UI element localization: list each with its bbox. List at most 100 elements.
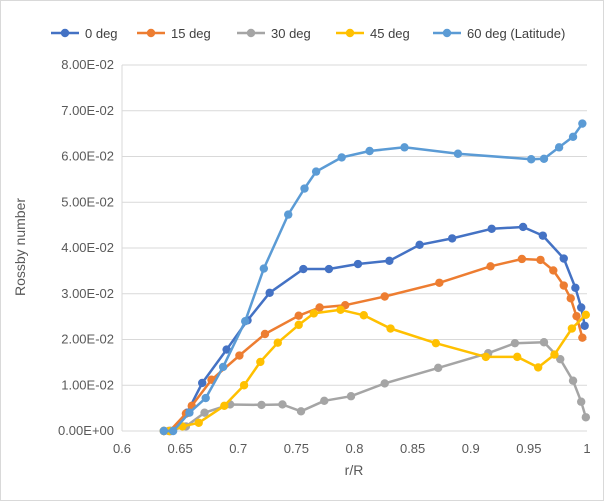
data-point bbox=[576, 397, 586, 406]
y-tick-label: 7.00E-02 bbox=[61, 103, 114, 118]
y-axis-title: Rossby number bbox=[12, 198, 28, 296]
x-tick-label: 0.75 bbox=[284, 441, 309, 456]
y-tick-label: 3.00E-02 bbox=[61, 286, 114, 301]
legend-marker bbox=[442, 28, 452, 38]
x-tick-label: 0.85 bbox=[400, 441, 425, 456]
legend-label: 60 deg (Latitude) bbox=[467, 26, 565, 41]
data-point bbox=[549, 266, 558, 275]
legend-label: 45 deg bbox=[370, 26, 410, 41]
data-point bbox=[571, 283, 580, 293]
data-point bbox=[222, 345, 231, 354]
data-point bbox=[554, 143, 564, 152]
data-point bbox=[434, 363, 443, 373]
y-axis-ticks: 0.00E+00 1.00E-02 2.00E-02 3.00E-02 4.00E-02… bbox=[58, 57, 114, 438]
data-point bbox=[568, 376, 578, 385]
x-tick-label: 1 bbox=[583, 441, 590, 456]
data-point bbox=[296, 407, 306, 416]
data-point bbox=[239, 381, 249, 390]
data-point bbox=[337, 153, 346, 162]
data-point bbox=[353, 259, 363, 269]
data-point bbox=[536, 255, 545, 265]
data-point bbox=[294, 320, 303, 330]
series-line bbox=[163, 340, 587, 433]
y-tick-label: 5.00E-02 bbox=[61, 194, 114, 209]
data-point bbox=[527, 155, 536, 164]
data-point bbox=[581, 310, 591, 319]
data-point bbox=[559, 281, 568, 290]
data-point bbox=[580, 321, 589, 330]
data-point bbox=[220, 401, 229, 411]
data-point bbox=[380, 292, 389, 301]
data-point bbox=[510, 338, 520, 348]
data-point bbox=[431, 338, 441, 348]
x-tick-label: 0.65 bbox=[167, 441, 192, 456]
x-axis-ticks: 0.6 0.65 0.7 0.75 0.8 0.85 0.9 0.95 1 bbox=[113, 441, 591, 456]
x-axis-title: r/R bbox=[345, 462, 364, 478]
data-point bbox=[315, 303, 324, 312]
legend-entry: 0 deg bbox=[51, 26, 118, 41]
data-point bbox=[320, 396, 329, 406]
data-point bbox=[265, 288, 274, 298]
legend-marker bbox=[146, 28, 156, 38]
data-point bbox=[487, 224, 496, 233]
data-point bbox=[568, 132, 578, 142]
y-tick-label: 1.00E-02 bbox=[61, 377, 114, 392]
data-point bbox=[556, 354, 565, 364]
data-point bbox=[273, 338, 282, 347]
data-point bbox=[159, 426, 169, 436]
data-point bbox=[256, 357, 265, 367]
data-point bbox=[513, 352, 522, 362]
data-point bbox=[346, 392, 356, 401]
data-point bbox=[481, 352, 491, 362]
data-point bbox=[324, 264, 334, 274]
legend-marker bbox=[345, 28, 355, 38]
legend-label: 0 deg bbox=[85, 26, 118, 41]
y-tick-label: 2.00E-02 bbox=[61, 332, 114, 347]
data-point bbox=[299, 264, 308, 274]
legend-entry: 60 deg (Latitude) bbox=[433, 26, 565, 41]
data-point bbox=[576, 303, 586, 312]
x-tick-label: 0.95 bbox=[516, 441, 541, 456]
data-point bbox=[241, 317, 250, 326]
data-point bbox=[486, 262, 495, 271]
data-point bbox=[359, 311, 368, 320]
data-point bbox=[257, 400, 266, 410]
y-tick-label: 4.00E-02 bbox=[61, 240, 114, 255]
legend-label: 15 deg bbox=[171, 26, 211, 41]
data-point bbox=[365, 146, 374, 156]
data-point bbox=[578, 119, 587, 128]
data-point bbox=[581, 413, 591, 422]
data-point bbox=[517, 254, 527, 264]
gridlines bbox=[121, 64, 587, 432]
legend-entry: 15 deg bbox=[137, 26, 211, 41]
legend-entry: 30 deg bbox=[237, 26, 311, 41]
data-point bbox=[385, 256, 394, 266]
series-60-deg-latitude bbox=[159, 119, 587, 436]
series-line bbox=[163, 225, 586, 433]
data-point bbox=[201, 393, 210, 403]
data-point bbox=[309, 309, 319, 318]
x-tick-label: 0.6 bbox=[113, 441, 131, 456]
data-point bbox=[278, 400, 287, 409]
data-point bbox=[447, 234, 457, 243]
series-line bbox=[163, 308, 587, 433]
data-point bbox=[294, 311, 303, 320]
data-point bbox=[284, 210, 293, 219]
legend-label: 30 deg bbox=[271, 26, 311, 41]
x-tick-label: 0.7 bbox=[229, 441, 247, 456]
data-point bbox=[235, 351, 244, 360]
series-layer bbox=[159, 119, 591, 436]
data-point bbox=[538, 231, 548, 240]
data-point bbox=[550, 350, 559, 359]
data-point bbox=[260, 329, 270, 339]
legend-marker bbox=[246, 28, 256, 38]
data-point bbox=[185, 408, 194, 417]
y-tick-label: 8.00E-02 bbox=[61, 57, 114, 72]
data-point bbox=[311, 167, 321, 176]
data-point bbox=[400, 143, 409, 152]
data-point bbox=[386, 324, 395, 333]
data-point bbox=[194, 418, 203, 427]
data-point bbox=[415, 240, 424, 249]
legend: 0 deg 15 deg 30 deg 45 deg 60 deg (Latitude) bbox=[51, 26, 565, 41]
